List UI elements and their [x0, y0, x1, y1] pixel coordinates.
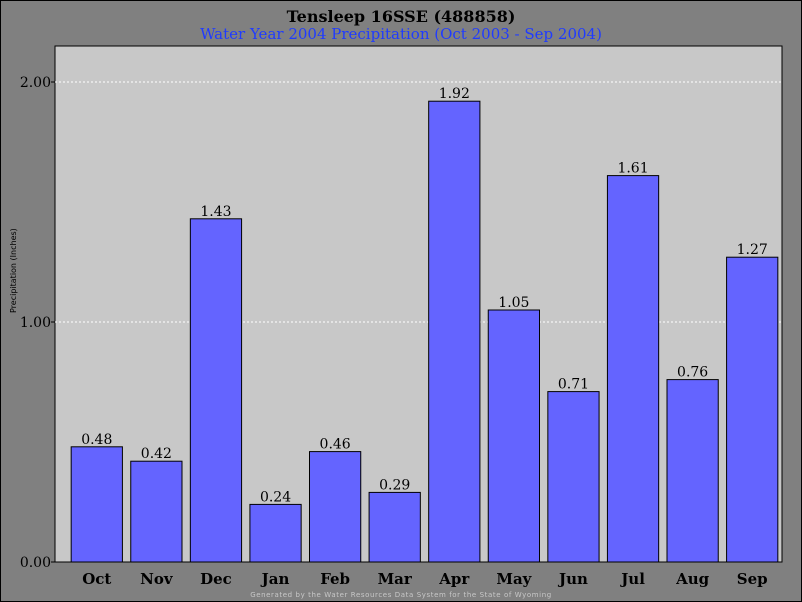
y-tick-label: 2.00 [20, 75, 51, 91]
x-tick-label: Mar [378, 570, 413, 588]
bar-feb [309, 451, 362, 563]
data-label: 1.61 [617, 161, 648, 177]
data-label: 0.76 [677, 365, 708, 381]
x-tick-label: Jun [557, 570, 588, 588]
x-tick-label: Nov [140, 570, 174, 588]
x-tick-label: Dec [200, 570, 232, 588]
bar-jan [249, 503, 302, 563]
data-label: 0.48 [81, 432, 112, 448]
bar-may [487, 309, 540, 563]
x-tick-label: Sep [737, 570, 768, 588]
data-label: 1.43 [200, 204, 231, 220]
data-label: 1.05 [498, 295, 529, 311]
data-label: 0.46 [320, 437, 351, 453]
data-label: 1.92 [439, 86, 470, 102]
chart-title: Tensleep 16SSE (488858) [286, 7, 516, 26]
data-label: 0.29 [379, 477, 410, 493]
bar-nov [130, 460, 183, 563]
data-label: 1.27 [737, 242, 768, 258]
data-label: 0.71 [558, 377, 589, 393]
y-tick-label: 1.00 [20, 315, 51, 331]
chart-subtitle: Water Year 2004 Precipitation (Oct 2003 … [200, 25, 602, 43]
data-label: 0.42 [141, 446, 172, 462]
x-tick-label: Jan [260, 570, 290, 588]
bar-aug [666, 379, 719, 563]
x-tick-label: Oct [82, 570, 111, 588]
y-tick-label: 0.00 [20, 555, 51, 571]
x-tick-label: Apr [438, 570, 470, 588]
data-label: 0.24 [260, 489, 291, 505]
footer-credit: Generated by the Water Resources Data Sy… [250, 591, 552, 599]
bar-sep [726, 256, 779, 563]
bar-mar [368, 491, 421, 563]
x-tick-label: Feb [320, 570, 350, 588]
bar-oct [70, 446, 123, 563]
bar-dec [189, 218, 243, 563]
x-tick-label: Aug [675, 570, 710, 588]
bar-jun [547, 391, 600, 563]
x-tick-label: Jul [619, 570, 645, 588]
x-tick-label: May [496, 570, 532, 588]
bar-jul [606, 175, 660, 563]
bar-apr [428, 100, 481, 563]
